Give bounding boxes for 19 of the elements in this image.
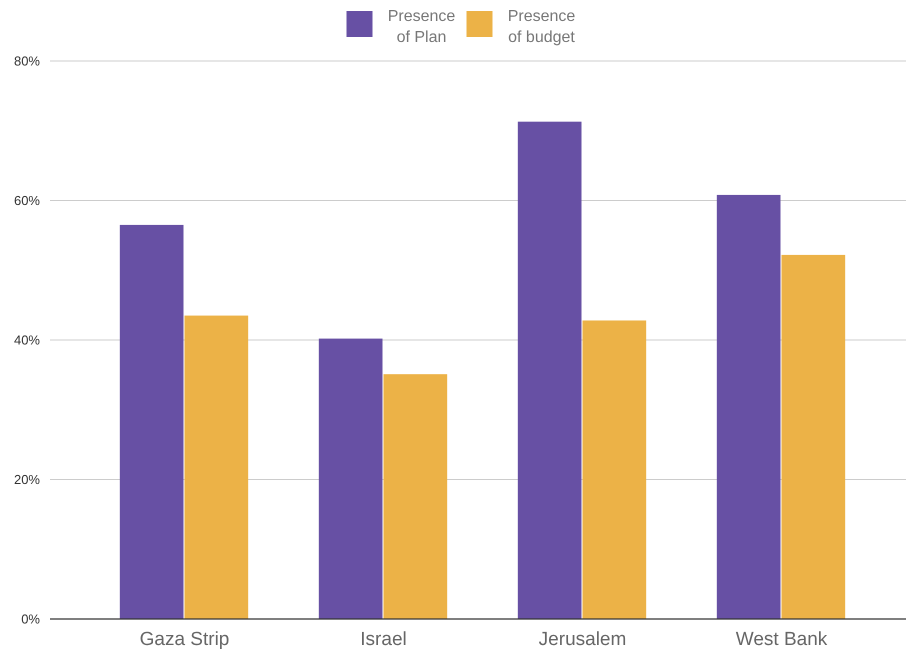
bar [782,254,846,619]
bar [716,194,780,619]
bar [184,316,248,619]
bar [384,374,448,619]
y-tick-label: 20% [14,472,40,488]
bar [120,224,184,619]
y-tick-label: 80% [14,54,40,69]
bar [582,320,646,619]
y-tick-label: 40% [14,332,40,348]
x-tick-label: Gaza Strip [140,629,230,650]
x-tick-label: Jerusalem [538,629,626,650]
legend-label: Presence of Plan [388,8,456,46]
bar [318,338,382,619]
y-tick-label: 60% [14,193,40,208]
bar [518,122,582,619]
x-tick-label: West Bank [736,629,828,650]
x-tick-label: Israel [360,629,407,650]
legend-label: Presence of budget [508,8,576,46]
y-tick-label: 0% [21,612,40,627]
